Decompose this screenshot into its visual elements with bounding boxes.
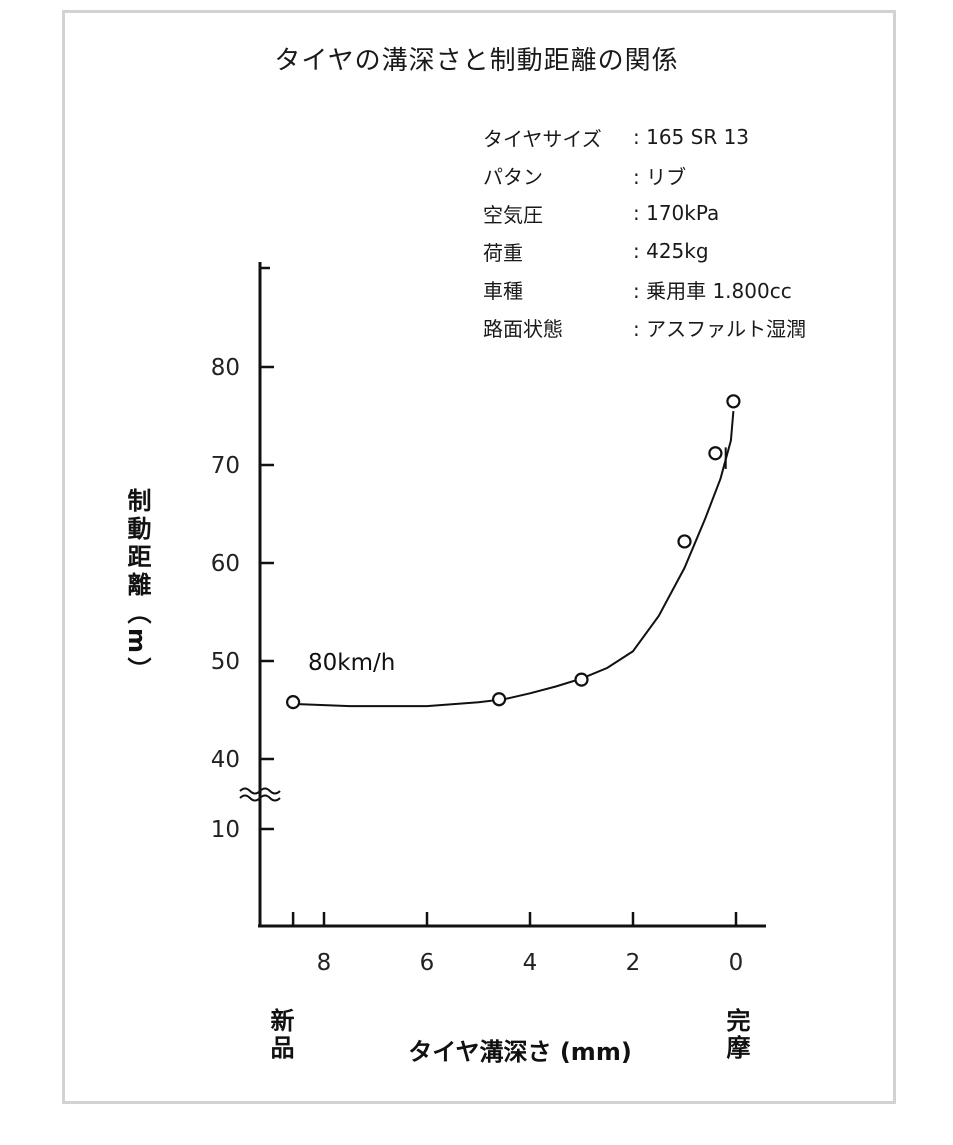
y-tick-label: 40 [211,747,240,773]
spec-label: パタン [483,164,543,189]
x-tick-label: 2 [626,950,641,976]
x-end-label-left: 新品 [266,1007,294,1062]
x-end-label-right: 完摩 [722,1007,750,1062]
spec-value: : アスファルト湿潤 [633,316,807,341]
x-tick-label: 0 [729,950,744,976]
axis-break-mark [239,787,281,795]
x-tick-label: 4 [523,950,538,976]
spec-value: : 425kg [633,239,709,263]
spec-row: 路面状態 : アスファルト湿潤 [483,308,806,346]
chart-title: タイヤの溝深さと制動距離の関係 [274,46,679,76]
spec-row: 空気圧 : 170kPa [483,194,806,232]
spec-row: パタン : リブ [483,156,806,194]
data-point [492,692,507,707]
spec-row: 荷重 : 425kg [483,232,806,270]
y-tick-label: 10 [211,817,240,843]
x-axis-label: タイヤ溝深さ (mm) [408,1038,632,1066]
trend-curve [298,411,735,708]
data-point [286,695,301,710]
spec-value: : リブ [633,164,687,189]
y-tick-label: 70 [211,453,240,479]
x-tick-label: 6 [420,950,435,976]
data-point [708,446,723,461]
data-point [677,534,692,549]
y-tick-label: 80 [211,355,240,381]
spec-label: 車種 [483,278,523,303]
chart-frame [62,10,896,1104]
spec-label: タイヤサイズ [483,126,602,151]
data-point [726,394,741,409]
axis-break-mark [239,794,281,802]
spec-label: 荷重 [483,240,523,265]
speed-annotation: 80km/h [308,650,395,676]
spec-value: : 165 SR 13 [633,125,750,149]
y-tick-label: 60 [211,551,240,577]
y-axis-label: 制動距離（m） [123,488,151,685]
spec-label: 路面状態 [483,316,563,341]
x-tick-label: 8 [317,950,332,976]
spec-value: : 乗用車 1.800cc [633,278,792,303]
data-point [574,672,589,687]
spec-label: 空気圧 [483,202,543,227]
spec-row: 車種 : 乗用車 1.800cc [483,270,806,308]
spec-table: タイヤサイズ : 165 SR 13 パタン : リブ 空気圧 : 170kPa… [483,118,806,346]
spec-row: タイヤサイズ : 165 SR 13 [483,118,806,156]
spec-value: : 170kPa [633,201,720,225]
y-tick-label: 50 [211,649,240,675]
